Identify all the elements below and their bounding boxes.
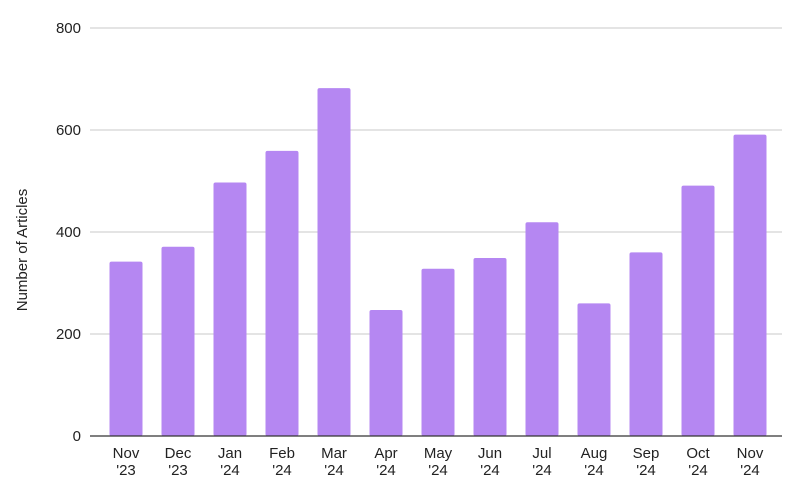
x-tick-label: Nov '23 (113, 445, 140, 479)
bar[interactable] (681, 185, 715, 436)
bar[interactable] (473, 258, 507, 436)
x-tick-label-month: Jul (532, 445, 551, 462)
x-tick-label: Jun '24 (478, 445, 502, 479)
x-tick-label-year: '24 (324, 462, 344, 479)
x-tick-label: Feb '24 (269, 445, 295, 479)
bar[interactable] (525, 222, 559, 436)
x-tick-label-month: Sep (633, 445, 660, 462)
bars (109, 88, 767, 437)
bar[interactable] (629, 252, 663, 436)
x-tick-label-month: Aug (581, 445, 608, 462)
y-axis-label: Number of Articles (14, 189, 31, 312)
x-tick-label: Oct '24 (686, 445, 710, 479)
y-tick-label: 600 (56, 122, 81, 139)
x-tick-label-year: '24 (480, 462, 500, 479)
x-tick-label-month: Dec (165, 445, 192, 462)
x-tick-label-year: '24 (740, 462, 760, 479)
y-tick-label: 800 (56, 20, 81, 37)
x-tick-label-year: '24 (584, 462, 604, 479)
x-tick-label-year: '24 (532, 462, 552, 479)
x-tick-label-year: '23 (116, 462, 136, 479)
y-tick-labels: 0 200 400 600 800 (56, 20, 81, 445)
x-tick-label-year: '23 (168, 462, 188, 479)
x-tick-label: Aug '24 (581, 445, 608, 479)
x-tick-label-month: Feb (269, 445, 295, 462)
x-tick-label-month: Nov (113, 445, 140, 462)
x-tick-label: May '24 (424, 445, 453, 479)
x-tick-label: Apr '24 (374, 445, 397, 479)
y-tick-label: 0 (73, 428, 81, 445)
x-tick-label-year: '24 (428, 462, 448, 479)
x-tick-label: Sep '24 (633, 445, 660, 479)
x-tick-label-year: '24 (688, 462, 708, 479)
x-tick-label: Nov '24 (737, 445, 764, 479)
x-tick-label: Mar '24 (321, 445, 347, 479)
bar[interactable] (369, 310, 403, 436)
bar[interactable] (265, 150, 299, 436)
bar[interactable] (733, 134, 767, 436)
x-tick-label-year: '24 (272, 462, 292, 479)
x-tick-label-month: Oct (686, 445, 710, 462)
x-tick-label-month: May (424, 445, 453, 462)
bar[interactable] (421, 268, 455, 436)
x-tick-label: Jan '24 (218, 445, 242, 479)
x-tick-label-year: '24 (220, 462, 240, 479)
bar[interactable] (109, 261, 143, 436)
x-tick-label-month: Nov (737, 445, 764, 462)
x-tick-label-month: Jan (218, 445, 242, 462)
y-tick-label: 400 (56, 224, 81, 241)
bar[interactable] (213, 182, 247, 436)
bar[interactable] (577, 303, 611, 436)
y-tick-label: 200 (56, 326, 81, 343)
bar[interactable] (161, 246, 195, 436)
x-tick-label-month: Apr (374, 445, 397, 462)
x-tick-label: Dec '23 (165, 445, 192, 479)
x-tick-label-month: Mar (321, 445, 347, 462)
x-tick-label-year: '24 (636, 462, 656, 479)
x-tick-label-year: '24 (376, 462, 396, 479)
x-tick-label-month: Jun (478, 445, 502, 462)
bar[interactable] (317, 88, 351, 437)
x-tick-label: Jul '24 (532, 445, 552, 479)
